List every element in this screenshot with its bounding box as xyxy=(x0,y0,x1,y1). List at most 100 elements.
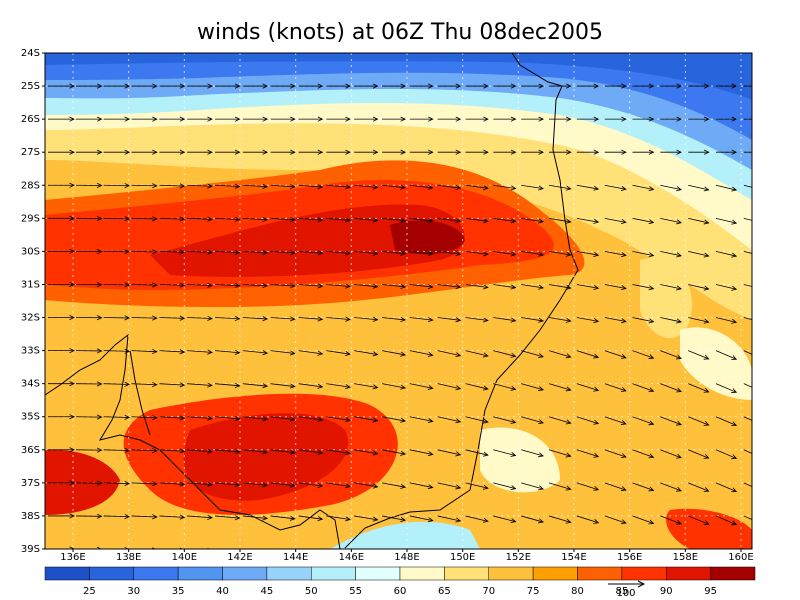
wind-vector-head xyxy=(400,116,407,122)
wind-vector xyxy=(521,416,544,424)
colorbar-label: 30 xyxy=(127,586,140,597)
wind-vector-head xyxy=(69,83,75,89)
wind-vector-head xyxy=(234,382,241,388)
wind-vector-head xyxy=(593,149,600,155)
wind-vector xyxy=(437,449,461,456)
wind-vector xyxy=(381,383,406,389)
wind-vector-head xyxy=(234,183,241,189)
wind-field xyxy=(45,53,752,549)
wind-vector-head xyxy=(400,417,407,423)
wind-vector xyxy=(409,383,433,389)
wind-vector-head xyxy=(538,386,544,392)
wind-vector xyxy=(521,217,544,223)
wind-vector-head xyxy=(69,546,75,549)
wind-vector-head xyxy=(152,348,158,355)
wind-vector xyxy=(743,284,752,287)
wind-vector-head xyxy=(510,518,517,524)
wind-vector-head xyxy=(593,353,600,359)
wind-vector-head xyxy=(207,116,213,122)
lat-label: 32S xyxy=(21,313,40,324)
colorbar-label: 90 xyxy=(660,586,673,597)
wind-vector-head xyxy=(703,252,710,258)
wind-vector xyxy=(298,217,323,221)
wind-vector-head xyxy=(207,149,213,155)
wind-vector-head xyxy=(69,215,75,221)
wind-vector-head xyxy=(152,382,158,388)
wind-vector xyxy=(214,317,240,320)
wind-vector-head xyxy=(124,216,131,222)
wind-vector-head xyxy=(179,116,186,122)
wind-vector xyxy=(548,383,571,391)
wind-vector-head xyxy=(179,382,186,388)
wind-vector-head xyxy=(262,316,269,322)
wind-vector xyxy=(715,482,737,492)
wind-vector xyxy=(214,449,240,453)
wind-vector-head xyxy=(234,482,241,488)
wind-vector-head xyxy=(152,249,158,255)
field-band xyxy=(45,53,752,170)
wind-vector-head xyxy=(483,218,489,224)
wind-vector xyxy=(131,184,157,187)
wind-vector-head xyxy=(510,116,517,122)
wind-vector xyxy=(493,515,516,523)
colorbar-label: 95 xyxy=(704,586,717,597)
wind-vector-head xyxy=(427,284,434,290)
wind-vector xyxy=(660,317,682,323)
wind-vector-head xyxy=(179,282,186,288)
wind-vector xyxy=(409,284,433,288)
wind-vector xyxy=(493,383,516,390)
wind-vector-head xyxy=(317,383,324,389)
wind-vector xyxy=(131,482,157,485)
wind-vector-head xyxy=(648,387,655,393)
wind-vector-head xyxy=(152,415,158,421)
wind-vector xyxy=(576,217,599,223)
wind-vector xyxy=(493,184,516,189)
wind-vector xyxy=(548,217,571,223)
field-patch xyxy=(480,427,560,493)
wind-vector-head xyxy=(648,486,655,492)
wind-vector xyxy=(465,184,488,189)
field-blob xyxy=(666,508,752,549)
wind-vector-head xyxy=(234,249,241,255)
wind-vector-head xyxy=(317,116,324,122)
wind-vector xyxy=(242,284,268,287)
wind-vector-head xyxy=(538,485,544,491)
wind-vector-head xyxy=(565,353,572,359)
wind-vector-head xyxy=(510,352,517,358)
wind-vector-head xyxy=(482,517,489,523)
wind-vector-head xyxy=(317,316,324,322)
wind-vector xyxy=(576,515,599,524)
wind-vector-head xyxy=(455,317,462,323)
wind-vector xyxy=(298,284,323,287)
lon-label: 144E xyxy=(283,552,308,563)
wind-vector xyxy=(354,251,378,254)
wind-vector-head xyxy=(317,350,324,356)
wind-vector-head xyxy=(152,481,158,487)
wind-vector xyxy=(632,184,654,190)
wind-vector-head xyxy=(345,250,351,256)
wind-vector-head xyxy=(345,351,351,357)
wind-vector xyxy=(242,416,268,420)
wind-vector xyxy=(604,217,626,223)
lon-label: 160E xyxy=(728,552,753,563)
wind-vector-head xyxy=(565,518,572,524)
wind-vector xyxy=(521,383,544,391)
wind-vector-head xyxy=(372,184,379,190)
wind-vector-head xyxy=(262,216,269,223)
wind-vector-head xyxy=(207,183,213,189)
wind-vector xyxy=(548,251,571,256)
colorbar-swatch xyxy=(355,566,401,581)
wind-vector xyxy=(354,284,378,288)
lat-label: 39S xyxy=(21,544,40,555)
wind-vector xyxy=(521,350,544,358)
wind-vector-head xyxy=(703,520,710,525)
wind-vector xyxy=(354,383,378,389)
wind-vector-head xyxy=(69,314,75,321)
wind-vector-head xyxy=(234,415,241,422)
wind-vector-head xyxy=(703,285,710,291)
wind-vector xyxy=(715,416,737,426)
wind-vector-head xyxy=(96,249,103,255)
wind-vector-head xyxy=(676,354,682,360)
colorbar-label: 25 xyxy=(83,586,96,597)
wind-vector-head xyxy=(317,184,324,190)
